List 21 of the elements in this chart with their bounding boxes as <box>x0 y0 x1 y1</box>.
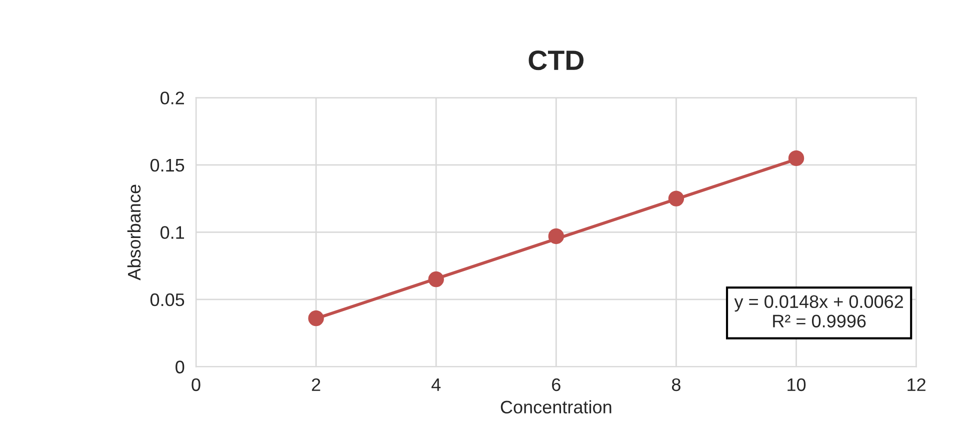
y-tick-label: 0.1 <box>160 226 184 239</box>
y-tick-label: 0 <box>176 360 184 374</box>
y-tick-label: 0.15 <box>150 158 184 172</box>
point <box>428 271 444 288</box>
x-tick-label: 8 <box>672 378 680 392</box>
annotation: y = 0.0148x + 0.0062 R² = 0.9996 <box>734 295 903 328</box>
x-axis-title: Concentration <box>500 400 612 414</box>
chart-title: CTD <box>528 50 584 70</box>
x-tick-label: 6 <box>552 378 560 392</box>
point <box>548 228 564 244</box>
y-axis-title: Absorbance <box>127 184 141 280</box>
x-tick-label: 0 <box>192 378 200 392</box>
y-tick-label: 0.2 <box>160 92 184 104</box>
point <box>668 190 684 206</box>
y-tick-label: 0.05 <box>150 293 184 306</box>
x-tick-label: 10 <box>788 378 806 392</box>
x-tick-label: 2 <box>312 378 320 391</box>
x-tick-label: 4 <box>431 378 441 391</box>
x-tick-label: 12 <box>908 378 926 391</box>
point <box>788 150 804 166</box>
point <box>308 310 324 326</box>
